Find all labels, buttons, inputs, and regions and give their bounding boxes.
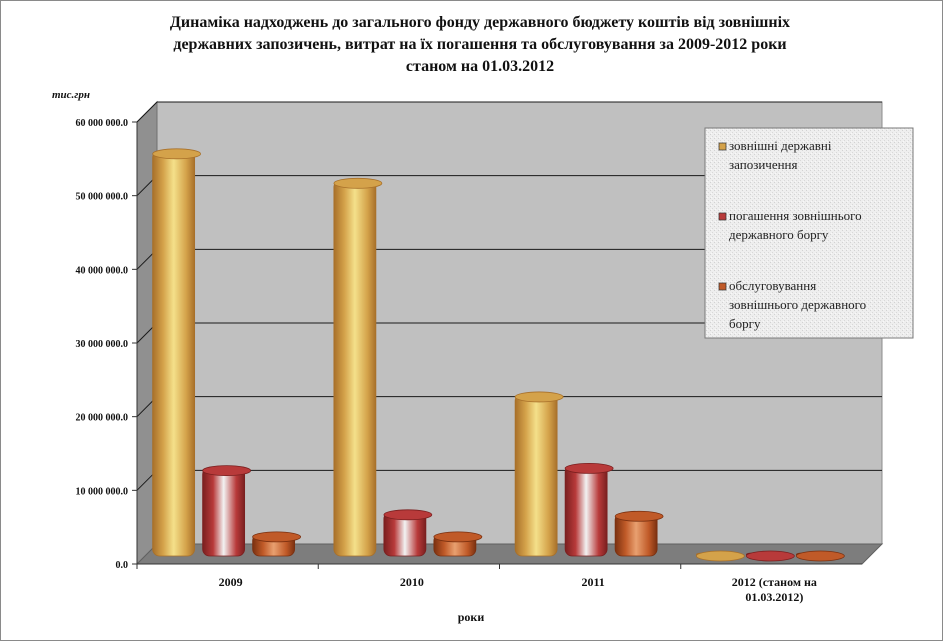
bar [614,510,664,557]
bar [202,465,252,557]
bar [795,550,845,562]
legend-label: державного боргу [729,227,829,242]
x-axis-label: роки [458,610,485,624]
x-tick-label: 2012 (станом на [732,575,817,589]
legend-label: боргу [729,316,761,331]
bar [745,550,795,562]
chart-title: Динаміка надходжень до загального фонду … [120,12,840,78]
legend-label: запозичення [729,157,798,172]
legend-label: погашення зовнішнього [729,208,862,223]
x-tick-label: 2010 [400,575,424,589]
bar-body [152,150,196,557]
bar [433,531,483,557]
bar-cap [514,391,564,403]
bar [695,550,745,562]
legend-label: обслуговування [729,278,816,293]
chart-title-line: станом на 01.03.2012 [405,58,555,75]
y-tick-label: 20 000 000.0 [76,413,129,424]
bar [152,148,202,557]
chart-title-line: Динаміка надходжень до загального фонду … [169,14,791,31]
x-tick-label: 2009 [219,575,243,589]
bar [383,509,433,557]
legend-label: зовнішні державні [729,138,832,153]
y-tick-label: 0.0 [116,560,129,571]
bar-cap [614,510,664,522]
bar-cap [695,550,745,562]
bar-cap [252,531,302,543]
y-tick-label: 30 000 000.0 [76,339,129,350]
legend-swatch [718,142,727,151]
bar-body [514,393,558,557]
bar [514,391,564,557]
bar-cap [202,465,252,477]
bar-cap [564,462,614,474]
y-tick-label: 60 000 000.0 [76,118,129,129]
bar-body [202,467,246,557]
bar-cap [795,550,845,562]
legend-label: зовнішнього державного [729,297,866,312]
legend-swatch [718,282,727,291]
bar-cap [152,148,202,160]
bar-cap [433,531,483,543]
x-tick-label: 01.03.2012) [745,590,803,604]
chart-title-line: державних запозичень, витрат на їх погаш… [173,36,787,53]
bar [564,462,614,557]
bar-body [564,464,608,557]
x-tick-label: 2011 [581,575,604,589]
y-tick-label: 10 000 000.0 [76,486,129,497]
y-tick-label: 40 000 000.0 [76,265,129,276]
legend-box [704,127,914,339]
bar-cap [383,509,433,521]
y-tick-label: 50 000 000.0 [76,192,129,203]
y-axis-label: тис.грн [52,89,90,101]
bar [333,177,383,557]
legend-swatch [718,212,727,221]
bar [252,531,302,557]
bar-cap [333,177,383,189]
bar-body [333,179,377,557]
gridline [136,101,882,123]
bar-cap [745,550,795,562]
